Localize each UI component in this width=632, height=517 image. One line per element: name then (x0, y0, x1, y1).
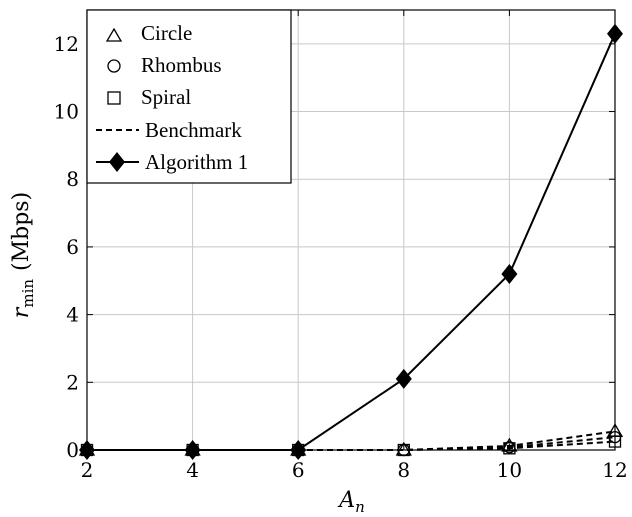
legend: Circle Rhombus Spiral Benchmark Algorith… (86, 9, 292, 184)
y-axis-label-unit: (Mbps) (9, 192, 34, 271)
data-point-circle-10 (501, 437, 518, 452)
x-tick-label-6: 6 (292, 458, 305, 482)
x-axis-label-main: A (337, 488, 355, 513)
data-point-spiral-12 (608, 435, 622, 448)
x-tick-label-12: 12 (602, 458, 627, 482)
y-tick-label-6: 6 (66, 235, 79, 259)
legend-label-algorithm: Algorithm 1 (145, 150, 248, 174)
x-tick-label-10: 10 (497, 458, 522, 482)
series-algorithm-1 (79, 23, 623, 460)
x-tick-label-8: 8 (397, 458, 410, 482)
data-point-algorithm-1-10 (501, 264, 518, 284)
y-tick-label-10: 10 (54, 100, 79, 124)
y-axis-label-main: r (9, 306, 34, 318)
data-point-algorithm-1-4 (184, 440, 201, 460)
legend-label-rhombus: Rhombus (141, 53, 222, 77)
legend-label-benchmark: Benchmark (145, 118, 242, 142)
x-tick-label-2: 2 (81, 458, 94, 482)
legend-circle-marker-icon (105, 27, 123, 42)
x-axis-label-sub: n (355, 498, 365, 516)
legend-label-spiral: Spiral (141, 85, 191, 109)
y-tick-label-2: 2 (66, 370, 79, 394)
series-line-spiral (87, 440, 616, 451)
y-tick-label-12: 12 (54, 32, 79, 56)
legend-algorithm-diamond-icon (109, 152, 125, 172)
svg-text:rmin(Mbps): rmin (Mbps) (9, 192, 37, 318)
data-point-spiral-10 (503, 442, 516, 455)
series-line-rhombus (87, 436, 616, 451)
legend-label-circle: Circle (141, 21, 192, 45)
data-point-algorithm-1-6 (290, 440, 307, 460)
series-spiral (80, 435, 622, 457)
legend-spiral-marker-icon (107, 91, 121, 105)
series-layer (78, 23, 624, 460)
legend-rhombus-marker-icon (107, 59, 121, 73)
y-axis-label: rmin (Mbps) (9, 192, 37, 318)
legend-box (86, 9, 292, 184)
y-axis-label-sub: min (19, 279, 37, 308)
data-point-algorithm-1-2 (79, 440, 95, 460)
y-tick-label-0: 0 (66, 438, 79, 462)
y-tick-label-4: 4 (66, 303, 79, 327)
x-tick-label-4: 4 (186, 458, 199, 482)
series-line-circle (87, 430, 616, 451)
data-point-algorithm-1-8 (395, 368, 412, 389)
data-point-spiral-8 (397, 443, 410, 457)
series-line-algorithm-1 (87, 33, 616, 451)
series-rhombus (80, 430, 622, 457)
y-tick-label-8: 8 (66, 167, 79, 191)
svg-text:An: An (337, 488, 365, 516)
data-point-algorithm-1-12 (607, 23, 623, 44)
x-axis-label: An (337, 488, 365, 516)
